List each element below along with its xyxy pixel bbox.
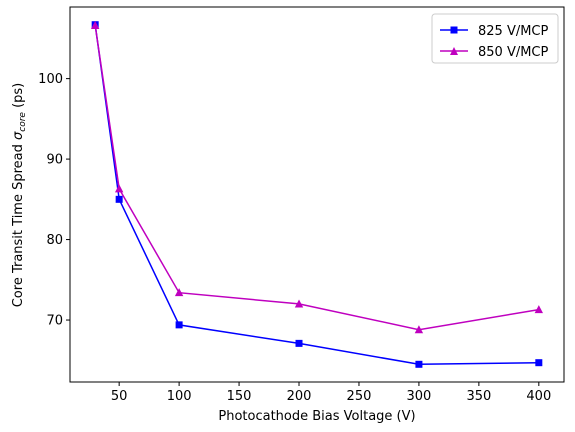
data-point: [175, 321, 183, 329]
series-line: [94, 25, 539, 331]
legend: 825 V/MCP 850 V/MCP: [431, 13, 559, 64]
data-point: [295, 339, 303, 347]
data-point: [115, 195, 123, 203]
y-tick-label: 100: [38, 72, 63, 87]
x-tick-label: 400: [526, 389, 551, 404]
y-tick-label: 90: [46, 153, 63, 168]
x-tick-label: 100: [167, 389, 192, 404]
x-axis-label: Photocathode Bias Voltage (V): [218, 409, 415, 424]
data-point: [414, 325, 424, 334]
y-tick-label: 80: [46, 233, 63, 248]
data-point: [534, 305, 544, 314]
x-tick-label: 350: [466, 389, 491, 404]
series-line: [94, 24, 539, 366]
data-point: [535, 359, 543, 367]
x-tick-label: 250: [347, 389, 372, 404]
series-layer: [90, 21, 544, 368]
legend-label-850: 850 V/MCP: [478, 45, 549, 60]
data-point: [174, 288, 184, 297]
legend-marker-850: [450, 47, 458, 55]
x-tick-label: 200: [287, 389, 312, 404]
y-axis-label: Core Transit Time Spread σcore (ps): [11, 83, 28, 308]
x-tick-label: 150: [227, 389, 252, 404]
data-point: [294, 299, 304, 308]
data-point: [415, 360, 423, 368]
legend-marker-825: [450, 26, 458, 34]
legend-label-825: 825 V/MCP: [478, 24, 549, 39]
data-point: [90, 21, 100, 30]
x-tick-label: 50: [111, 389, 128, 404]
x-tick-label: 300: [407, 389, 432, 404]
data-point: [114, 184, 124, 193]
y-tick-label: 70: [46, 314, 63, 329]
plot-frame: [69, 6, 565, 383]
series-2: [90, 21, 544, 334]
ticks: 50 100 150 200 250 300 350 400 70 80 90 100: [38, 72, 551, 404]
